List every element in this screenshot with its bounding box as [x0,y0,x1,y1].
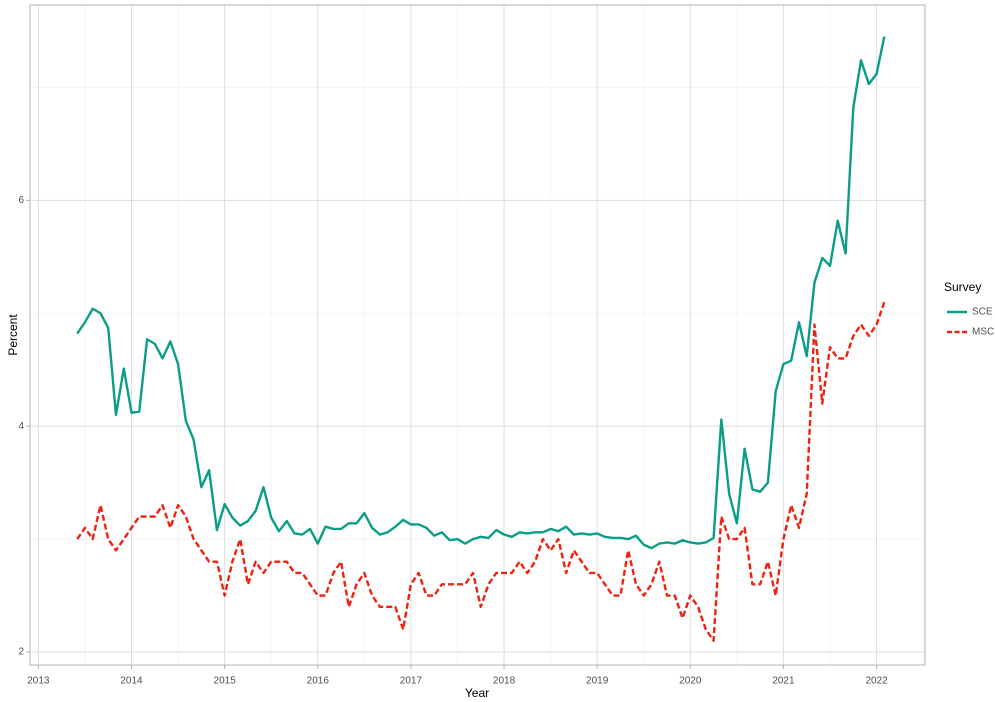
panel-border [29,4,926,666]
legend-label: SCE [972,307,993,318]
y-tick-label: 2 [18,647,24,658]
line-series [76,301,886,642]
y-tick-label: 4 [18,421,24,432]
x-tick-label: 2017 [400,676,423,687]
x-tick-label: 2021 [772,676,795,687]
line-series [76,36,886,550]
y-axis-label: Percent [6,314,20,356]
x-tick-label: 2014 [120,676,143,687]
x-tick-label: 2016 [307,676,330,687]
y-tick-label: 6 [18,195,24,206]
x-axis-label: Year [465,686,489,700]
legend-label: MSC [972,327,994,338]
x-tick-label: 2013 [27,676,50,687]
x-tick-label: 2019 [586,676,609,687]
legend-title: Survey [944,280,981,294]
x-tick-label: 2020 [679,676,702,687]
x-tick-label: 2018 [493,676,516,687]
x-tick-label: 2015 [214,676,237,687]
x-tick-label: 2022 [865,676,888,687]
